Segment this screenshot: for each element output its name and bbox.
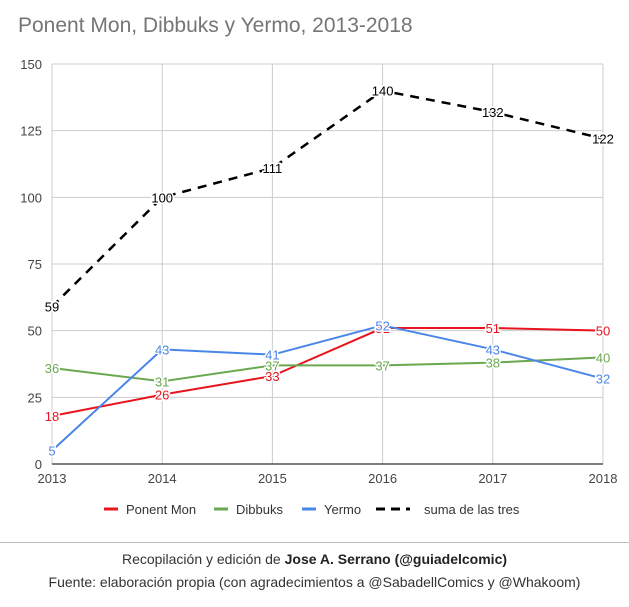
data-label: 18 [45, 409, 59, 424]
legend: Ponent Mon Dibbuks Yermo suma de las tres [104, 502, 520, 517]
series-line-1 [51, 327, 604, 417]
data-labels: 18 26 33 51 51 50 36 31 37 37 38 40 5 43 41 52 43 32 59 100… [43, 82, 615, 460]
x-tick-label: 2013 [38, 471, 67, 486]
legend-label: Ponent Mon [126, 502, 196, 517]
series-lines [51, 89, 604, 452]
data-label: 5 [48, 444, 55, 459]
grid-layer [51, 63, 604, 465]
data-label: 59 [45, 300, 59, 315]
footer-divider [0, 542, 629, 543]
legend-label: Yermo [324, 502, 361, 517]
series-line-4 [51, 89, 604, 308]
y-tick-label: 125 [20, 124, 42, 139]
axis-layer: 0 25 50 75 100 125 150 2013 2014 2015 2016 2017 2018 [20, 57, 617, 486]
y-tick-label: 0 [35, 457, 42, 472]
data-label: 36 [45, 361, 59, 376]
footer-credit-name: Jose A. Serrano (@guiadelcomic) [284, 551, 508, 567]
data-label: 100 [151, 190, 173, 205]
x-tick-label: 2016 [368, 471, 397, 486]
footer-source: Fuente: elaboración propia (con agradeci… [48, 574, 581, 590]
data-label: 33 [265, 369, 279, 384]
footer-credit-prefix: Recopilación y edición de [121, 551, 285, 567]
data-label: 43 [155, 342, 169, 357]
y-tick-label: 150 [20, 57, 42, 72]
legend-label: Dibbuks [236, 502, 283, 517]
data-label: 111 [263, 161, 283, 176]
data-label: 38 [486, 356, 500, 371]
series-line-3 [51, 324, 604, 452]
y-tick-label: 100 [20, 190, 42, 205]
data-label: 132 [482, 105, 504, 120]
data-label: 26 [155, 388, 169, 403]
line-chart: 0 25 50 75 100 125 150 2013 2014 2015 2016 2017 2018… [20, 57, 617, 517]
data-label: 122 [592, 132, 614, 147]
data-label: 43 [486, 342, 500, 357]
x-tick-label: 2018 [589, 471, 618, 486]
legend-label: suma de las tres [424, 502, 520, 517]
y-tick-label: 50 [28, 324, 42, 339]
data-label: 51 [486, 321, 500, 336]
data-label: 40 [596, 350, 610, 365]
x-tick-label: 2015 [258, 471, 287, 486]
data-label: 51 [375, 321, 389, 336]
data-label: 37 [375, 358, 389, 373]
x-tick-label: 2017 [478, 471, 507, 486]
data-label: 52 [375, 318, 389, 333]
data-label: 140 [372, 84, 394, 99]
data-label: 31 [155, 374, 169, 389]
data-label: 41 [265, 348, 279, 363]
chart-title: Ponent Mon, Dibbuks y Yermo, 2013-2018 [18, 14, 413, 37]
x-tick-label: 2014 [148, 471, 177, 486]
y-tick-label: 75 [28, 257, 42, 272]
footer-credit: Recopilación y edición de Jose A. Serran… [0, 551, 629, 567]
data-label: 32 [596, 372, 610, 387]
data-label: 37 [265, 358, 279, 373]
series-line-2 [51, 356, 604, 383]
y-tick-label: 25 [28, 390, 42, 405]
data-label: 50 [596, 324, 610, 339]
